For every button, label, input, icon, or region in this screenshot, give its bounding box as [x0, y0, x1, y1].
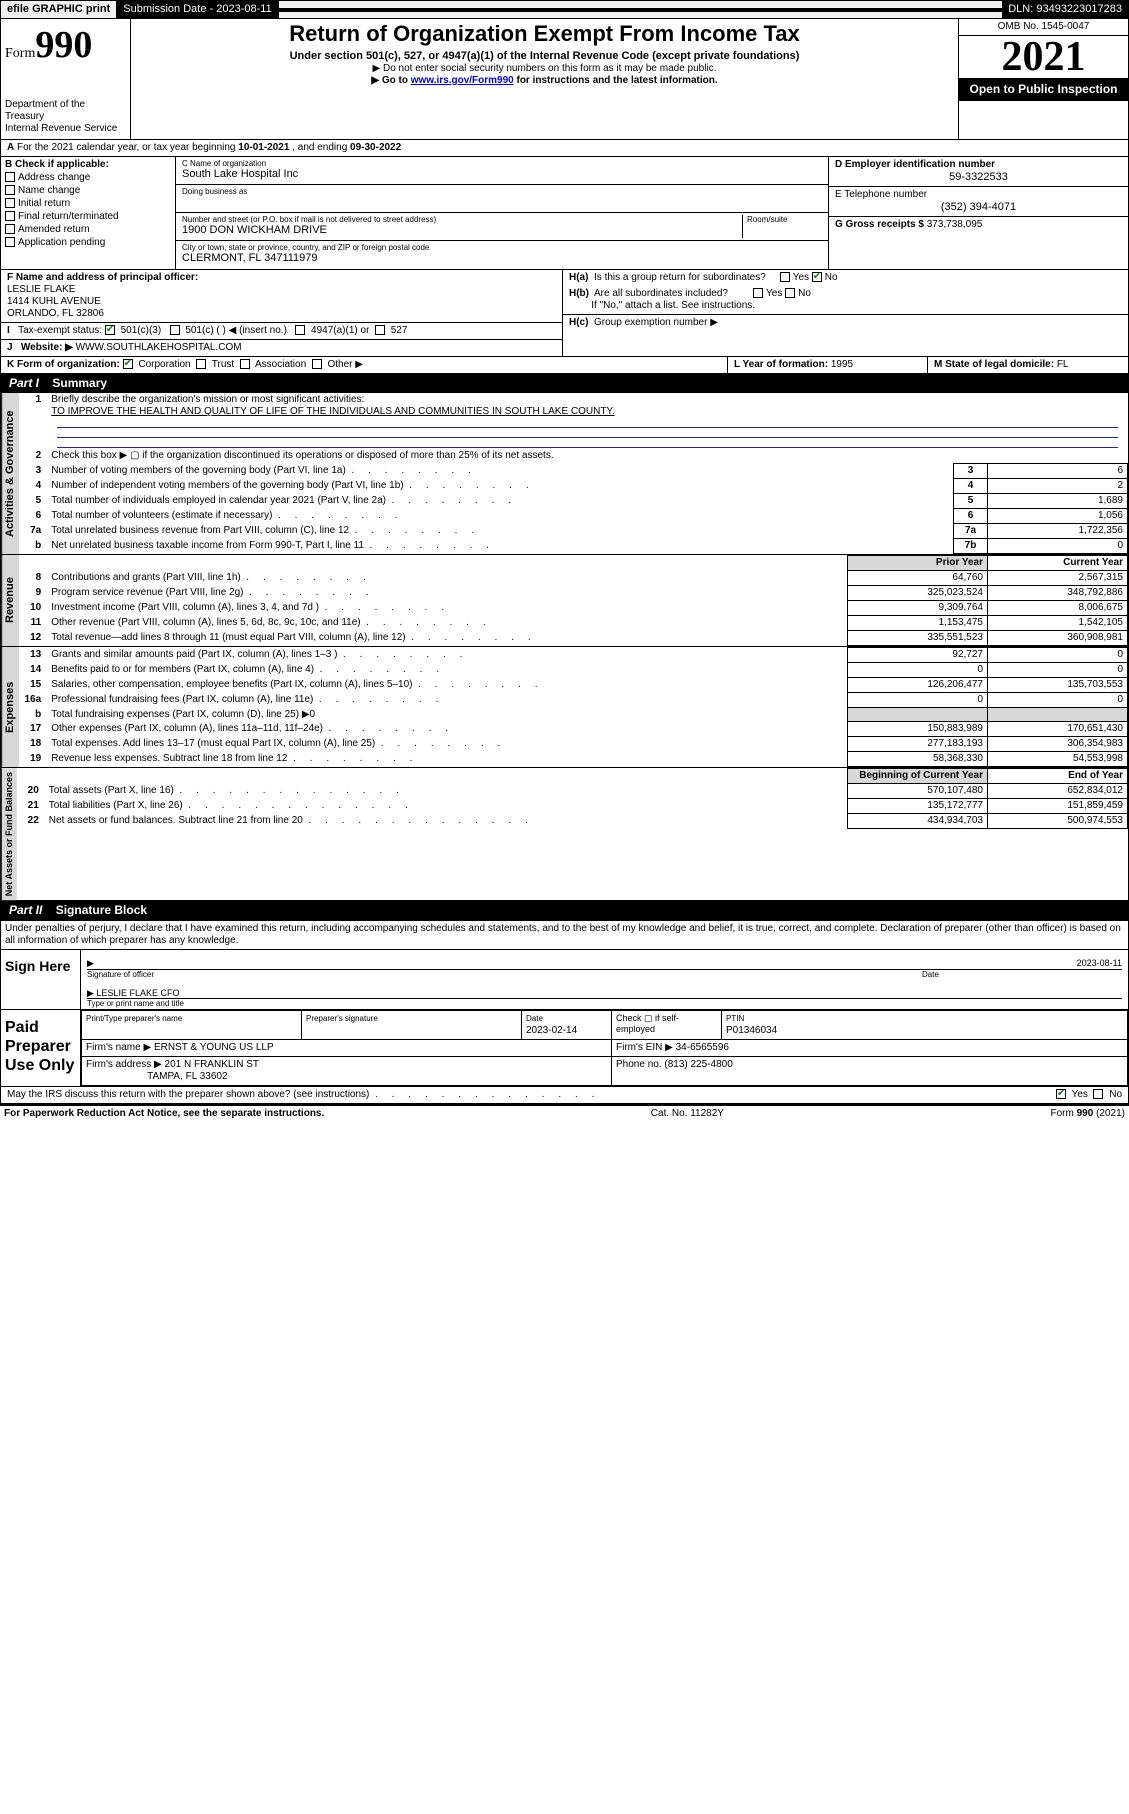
line-i: I Tax-exempt status: 501(c)(3) 501(c) ( …	[1, 323, 562, 340]
firm-ein: 34-6565596	[676, 1042, 729, 1053]
sig-date: 2023-08-11	[1077, 958, 1122, 969]
form-header: Form990 Department of the TreasuryIntern…	[0, 19, 1129, 140]
gross-receipts: 373,738,095	[927, 219, 983, 230]
tax-year: 2021	[959, 36, 1128, 78]
top-bar: efile GRAPHIC print Submission Date - 20…	[0, 0, 1129, 19]
checkbox-other[interactable]	[312, 359, 322, 369]
officer-typed: LESLIE FLAKE CFO	[96, 988, 179, 998]
firm-phone: (813) 225-4800	[664, 1059, 732, 1070]
org-city: CLERMONT, FL 347111979	[182, 252, 822, 265]
firm-name: ERNST & YOUNG US LLP	[154, 1042, 274, 1053]
checkbox-discuss-yes[interactable]	[1056, 1089, 1066, 1099]
paid-preparer-block: Paid Preparer Use Only Print/Type prepar…	[0, 1010, 1129, 1087]
checkbox-initial-return[interactable]	[5, 198, 15, 208]
dln: DLN: 93493223017283	[1002, 1, 1128, 18]
checkbox-app-pending[interactable]	[5, 237, 15, 247]
submission-date: Submission Date - 2023-08-11	[117, 1, 278, 18]
checkbox-final-return[interactable]	[5, 211, 15, 221]
header-right: OMB No. 1545-0047 2021 Open to Public In…	[958, 19, 1128, 139]
sign-here-label: Sign Here	[1, 950, 81, 1009]
firm-addr: 201 N FRANKLIN ST	[165, 1059, 259, 1070]
vlabel-expenses: Expenses	[1, 647, 19, 767]
checkbox-address-change[interactable]	[5, 172, 15, 182]
col-de: D Employer identification number 59-3322…	[828, 157, 1128, 269]
form-ref: Form 990 (2021)	[1051, 1108, 1125, 1120]
vlabel-revenue: Revenue	[1, 555, 19, 646]
dept-treasury: Department of the TreasuryInternal Reven…	[5, 99, 126, 135]
block-revenue: Revenue Prior YearCurrent Year 8Contribu…	[0, 555, 1129, 647]
ein: 59-3322533	[835, 171, 1122, 184]
checkbox-527[interactable]	[375, 325, 385, 335]
block-expenses: Expenses 13Grants and similar amounts pa…	[0, 647, 1129, 768]
form-subtitle: Under section 501(c), 527, or 4947(a)(1)…	[135, 50, 954, 63]
page-footer: For Paperwork Reduction Act Notice, see …	[0, 1104, 1129, 1122]
warn-ssn: ▶ Do not enter social security numbers o…	[135, 63, 954, 75]
col-h: H(a) Is this a group return for subordin…	[563, 270, 1128, 356]
section-bcdefg: B Check if applicable: Address change Na…	[0, 157, 1129, 270]
form-label: Form	[5, 46, 35, 61]
col-f: F Name and address of principal officer:…	[1, 270, 563, 356]
officer-name: LESLIE FLAKE	[7, 284, 75, 295]
checkbox-trust[interactable]	[196, 359, 206, 369]
checkbox-hb-yes[interactable]	[753, 288, 763, 298]
checkbox-ha-yes[interactable]	[780, 272, 790, 282]
col-b: B Check if applicable: Address change Na…	[1, 157, 176, 269]
checkbox-501c[interactable]	[170, 325, 180, 335]
checkbox-corp[interactable]	[123, 359, 133, 369]
checkbox-501c3[interactable]	[105, 325, 115, 335]
vlabel-netassets: Net Assets or Fund Balances	[1, 768, 17, 900]
org-name: South Lake Hospital Inc	[182, 168, 822, 181]
year-formation: 1995	[831, 359, 853, 370]
form-number: 990	[35, 24, 92, 66]
irs-link[interactable]: www.irs.gov/Form990	[411, 75, 514, 86]
paid-preparer-label: Paid Preparer Use Only	[1, 1010, 81, 1086]
line-a: A For the 2021 calendar year, or tax yea…	[0, 140, 1129, 157]
header-left: Form990 Department of the TreasuryIntern…	[1, 19, 131, 139]
sign-here-block: Sign Here ▶ 2023-08-11 Signature of offi…	[0, 950, 1129, 1010]
declaration: Under penalties of perjury, I declare th…	[0, 921, 1129, 950]
checkbox-ha-no[interactable]	[812, 272, 822, 282]
row-fh: F Name and address of principal officer:…	[0, 270, 1129, 357]
checkbox-hb-no[interactable]	[785, 288, 795, 298]
part2-header: Part II Signature Block	[0, 901, 1129, 920]
header-mid: Return of Organization Exempt From Incom…	[131, 19, 958, 139]
telephone: (352) 394-4071	[835, 201, 1122, 214]
checkbox-assoc[interactable]	[240, 359, 250, 369]
row-klm: K Form of organization: Corporation Trus…	[0, 357, 1129, 374]
ptin: P01346034	[726, 1025, 777, 1036]
discuss-row: May the IRS discuss this return with the…	[0, 1087, 1129, 1104]
open-inspection: Open to Public Inspection	[959, 78, 1128, 100]
org-address: 1900 DON WICKHAM DRIVE	[182, 224, 742, 237]
vlabel-governance: Activities & Governance	[1, 393, 19, 554]
form-title: Return of Organization Exempt From Incom…	[135, 21, 954, 47]
col-c: C Name of organization South Lake Hospit…	[176, 157, 828, 269]
checkbox-name-change[interactable]	[5, 185, 15, 195]
prep-date: 2023-02-14	[526, 1025, 577, 1036]
checkbox-amended[interactable]	[5, 224, 15, 234]
state-domicile: FL	[1057, 359, 1069, 370]
block-governance: Activities & Governance 1 Briefly descri…	[0, 393, 1129, 555]
checkbox-4947[interactable]	[295, 325, 305, 335]
efile-label: efile GRAPHIC print	[1, 1, 117, 18]
block-netassets: Net Assets or Fund Balances Beginning of…	[0, 768, 1129, 901]
website: WWW.SOUTHLAKEHOSPITAL.COM	[76, 342, 242, 353]
mission-text: TO IMPROVE THE HEALTH AND QUALITY OF LIF…	[51, 406, 614, 417]
topbar-spacer	[279, 8, 1003, 12]
checkbox-discuss-no[interactable]	[1093, 1089, 1103, 1099]
line-j: J Website: ▶ WWW.SOUTHLAKEHOSPITAL.COM	[1, 340, 562, 356]
part1-header: Part I Summary	[0, 374, 1129, 393]
warn-goto: ▶ Go to www.irs.gov/Form990 for instruct…	[135, 75, 954, 87]
